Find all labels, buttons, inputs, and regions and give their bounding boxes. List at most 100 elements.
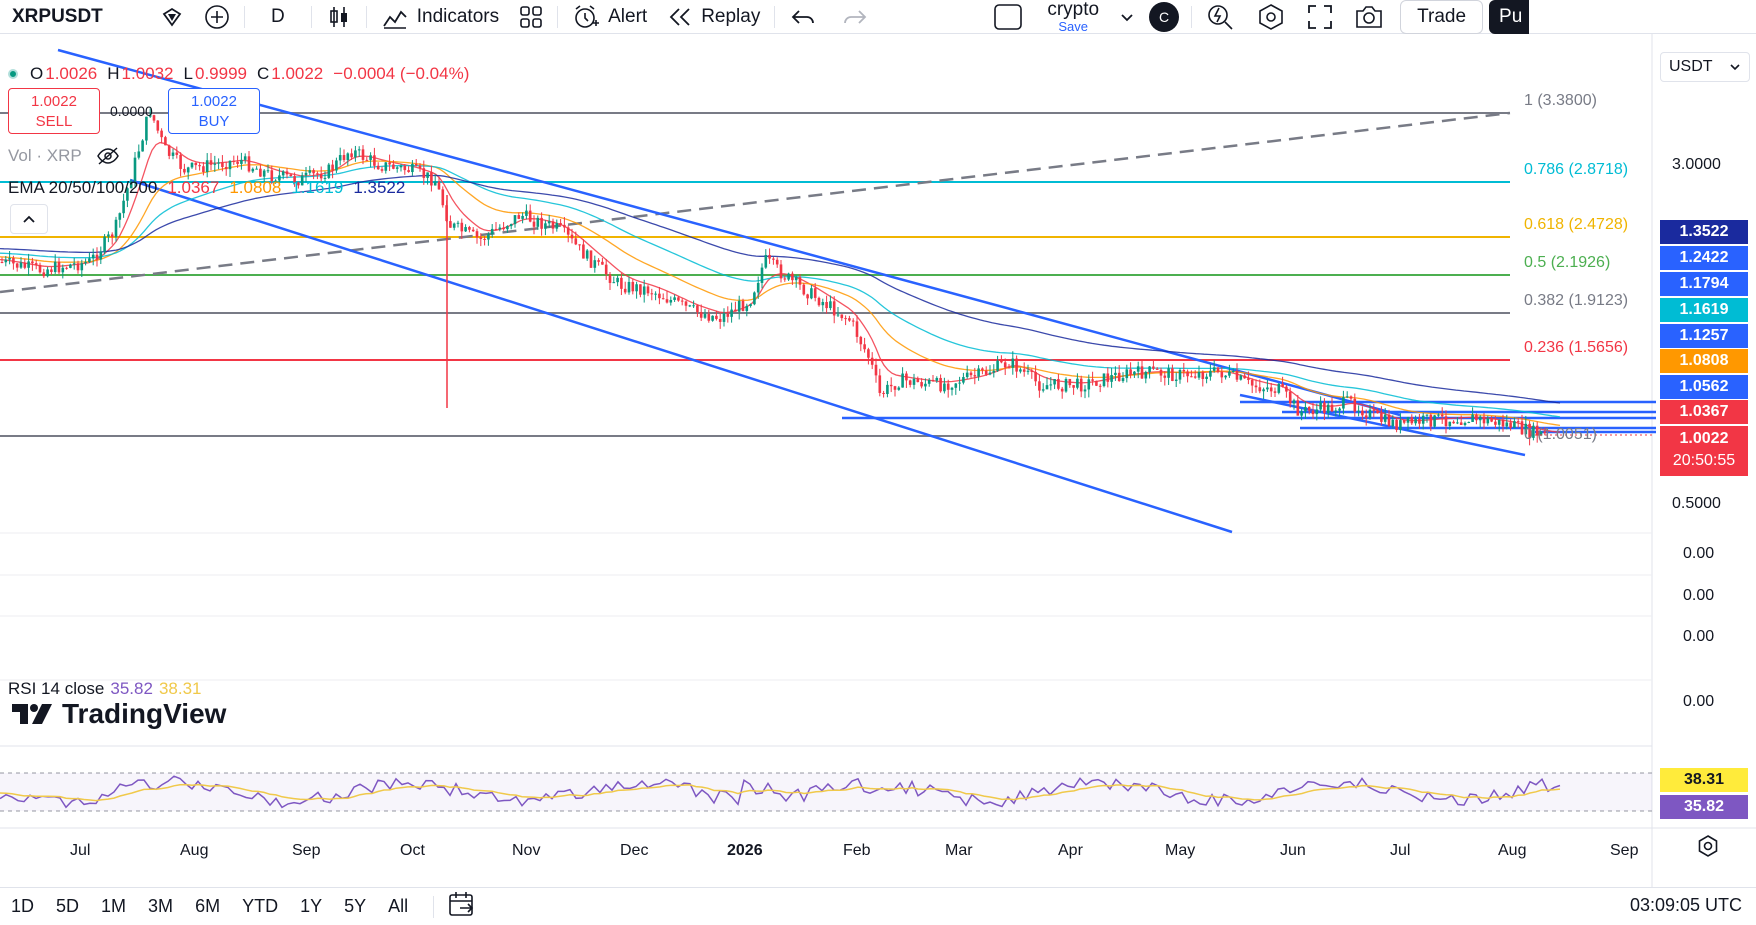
candle-body	[730, 309, 733, 317]
rsi-value: 35.82	[110, 679, 153, 698]
chevron-up-icon	[23, 215, 35, 223]
ema200-value: 1.3522	[353, 178, 406, 197]
candle-body	[1178, 370, 1182, 380]
candle-body	[829, 301, 832, 309]
replay-button[interactable]: Replay	[657, 0, 770, 34]
indicators-button[interactable]: Indicators	[371, 0, 509, 34]
range-all[interactable]: All	[388, 896, 409, 916]
candle-body	[589, 250, 593, 268]
candle-body	[312, 170, 315, 174]
account-button[interactable]: C	[1141, 0, 1187, 34]
layout-name-button[interactable]: crypto Save	[1033, 0, 1113, 34]
currency-select[interactable]: USDT	[1660, 52, 1750, 82]
candle-body	[711, 315, 714, 321]
range-1d[interactable]: 1D	[11, 896, 35, 916]
publish-button[interactable]: Pu	[1489, 0, 1530, 34]
range-1m[interactable]: 1M	[101, 896, 127, 916]
gear-icon	[1698, 835, 1718, 857]
candle-body	[266, 170, 270, 172]
currency-label: USDT	[1669, 58, 1713, 75]
redo-button[interactable]	[829, 0, 879, 34]
sell-button[interactable]: 1.0022 SELL	[8, 88, 100, 134]
candle-body	[1087, 379, 1091, 390]
range-1y[interactable]: 1Y	[300, 896, 323, 916]
candle-body	[1433, 415, 1436, 427]
candle-body	[0, 262, 4, 263]
candle-body	[1102, 373, 1106, 387]
candle-body	[1418, 418, 1421, 424]
interval-button[interactable]: D	[271, 5, 285, 27]
candle-body	[908, 380, 912, 385]
fib-label-1: 1 (3.3800)	[1524, 92, 1597, 109]
chart-settings-button[interactable]	[1696, 834, 1720, 863]
candle-body	[1262, 389, 1265, 392]
layout-menu-button[interactable]	[1113, 0, 1141, 34]
candle-body	[996, 360, 999, 371]
candle-body	[1045, 385, 1049, 390]
candle-body	[1535, 425, 1539, 436]
alert-button[interactable]: Alert	[562, 0, 657, 34]
candle-body	[650, 293, 654, 295]
fullscreen-button[interactable]	[1296, 0, 1344, 34]
dashed-trendline[interactable]	[0, 111, 1511, 294]
candle-body	[1425, 414, 1429, 416]
candle-body	[38, 264, 42, 273]
favorite-symbol-button[interactable]	[150, 0, 194, 34]
trade-button[interactable]: Trade	[1400, 0, 1484, 34]
candle-body	[521, 215, 524, 219]
snapshot-button[interactable]	[1344, 0, 1394, 34]
price-tick: 0.00	[1683, 587, 1715, 604]
candle-body	[1444, 416, 1448, 427]
layout-button[interactable]	[983, 0, 1033, 34]
volume-legend[interactable]: Vol · XRP	[8, 146, 120, 166]
ema-label: EMA 20/50/100/200	[8, 178, 158, 197]
range-6m[interactable]: 6M	[195, 896, 221, 916]
candle-body	[855, 321, 859, 337]
candle-body	[840, 314, 844, 319]
templates-button[interactable]	[509, 0, 553, 34]
descending-channel[interactable]	[57, 48, 1656, 534]
candle-body	[889, 384, 893, 387]
utc-clock[interactable]: 03:09:05 UTC	[1629, 895, 1742, 915]
range-5d[interactable]: 5D	[56, 896, 80, 916]
chart-type-button[interactable]	[316, 0, 362, 34]
collapse-legend-button[interactable]	[10, 204, 48, 234]
rsi-legend[interactable]: RSI 14 close 35.82 38.31	[8, 679, 201, 699]
tradingview-logo[interactable]: TradingView	[12, 698, 226, 730]
eye-hidden-icon[interactable]	[96, 147, 120, 165]
candle-body	[449, 221, 452, 228]
range-5y[interactable]: 5Y	[344, 896, 367, 916]
candle-body	[1106, 373, 1110, 382]
time-tick: Jul	[70, 842, 91, 859]
candle-body	[126, 188, 129, 201]
goto-date-button[interactable]	[448, 891, 476, 922]
settings-button[interactable]	[1246, 0, 1296, 34]
candle-body	[304, 172, 308, 176]
symbol-search[interactable]: XRPUSDT	[12, 5, 103, 27]
ema-legend[interactable]: EMA 20/50/100/200 1.0367 1.0808 1.1619 1…	[8, 178, 405, 198]
candle-body	[251, 168, 255, 172]
candle-body	[585, 250, 589, 259]
quick-search-button[interactable]	[1196, 0, 1246, 34]
compare-symbol-button[interactable]	[194, 0, 240, 34]
buy-button[interactable]: 1.0022 BUY	[168, 88, 260, 134]
candle-body	[1041, 389, 1045, 391]
candle-body	[232, 160, 236, 162]
candle-body	[992, 370, 996, 373]
chart-canvas[interactable]	[0, 34, 1756, 925]
calendar-goto-icon	[449, 892, 474, 916]
range-3m[interactable]: 3M	[148, 896, 174, 916]
candle-body	[1034, 371, 1037, 382]
diamond-icon	[162, 7, 182, 27]
chart-area[interactable]: O 1.0026 H 1.0032 L 0.9999 C 1.0022 −0.0004 …	[0, 34, 1756, 925]
candle-body	[1516, 421, 1520, 423]
undo-button[interactable]	[779, 0, 829, 34]
candle-body	[1338, 408, 1341, 411]
candle-body	[1258, 387, 1262, 392]
candle-body	[1243, 375, 1246, 379]
candle-body	[460, 222, 464, 232]
candle-body	[566, 227, 570, 235]
range-ytd[interactable]: YTD	[242, 896, 279, 916]
avatar: C	[1149, 1, 1180, 32]
candle-body	[1421, 415, 1425, 424]
